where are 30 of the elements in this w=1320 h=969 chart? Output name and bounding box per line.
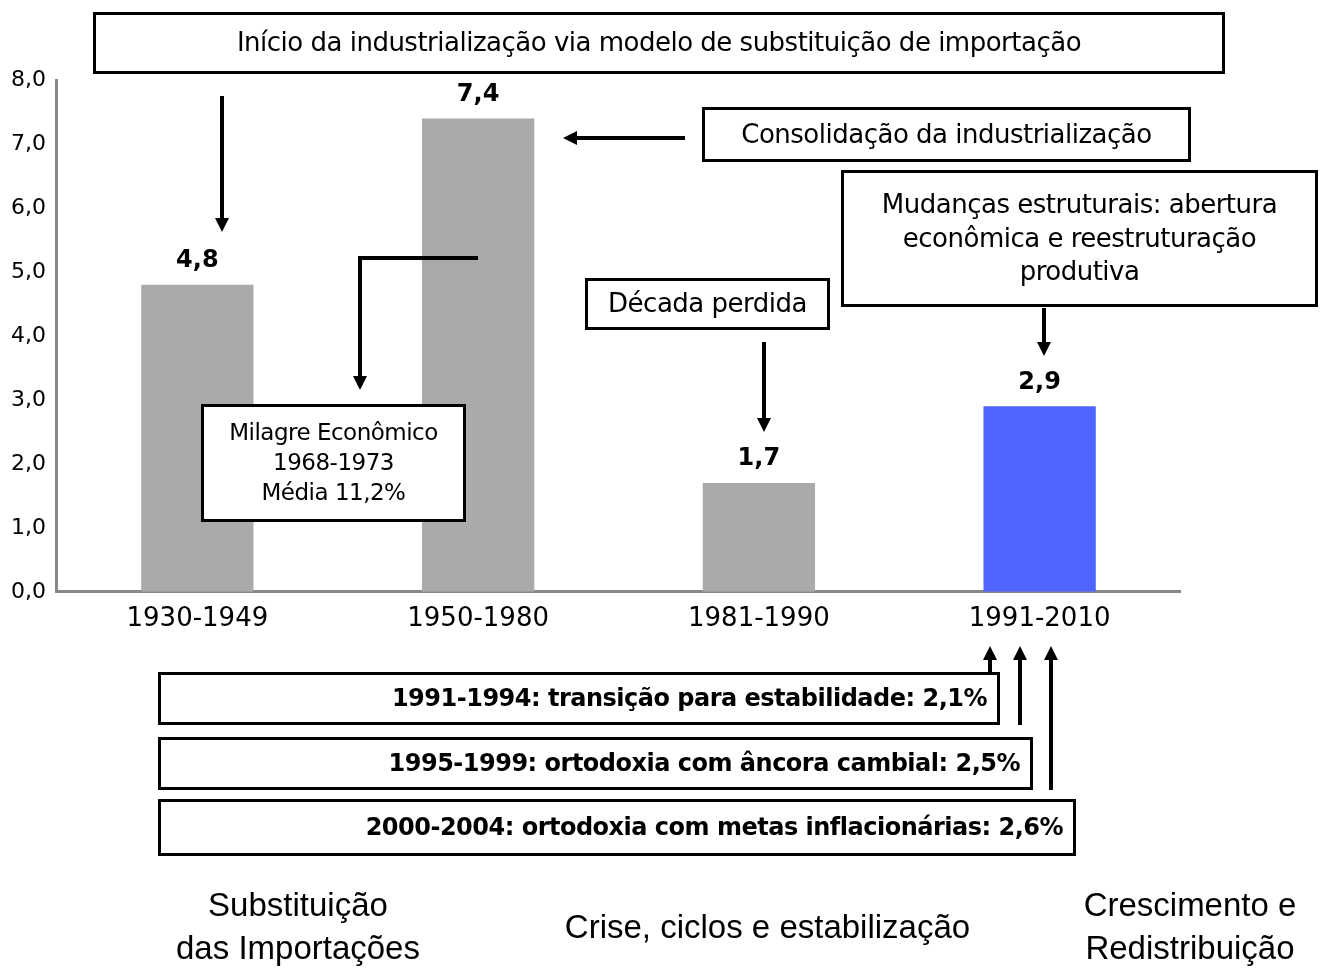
text: Crise, ciclos e estabilização: [564, 907, 971, 948]
y-tick-label: 0,0: [10, 577, 46, 603]
x-tick-label: 1930-1949: [126, 602, 269, 633]
y-tick-label: 5,0: [10, 257, 46, 283]
annotation: Milagre Econômico 1968-1973 Média 11,2%: [229, 418, 438, 507]
y-tick-label: 7,0: [10, 129, 46, 155]
text: 1991-1994: transição para estabilidade: 2,1%: [391, 682, 987, 714]
annotation: Década perdida: [608, 287, 807, 321]
text: 1995-1999: ortodoxia com âncora cambial: 2,5%: [388, 747, 1020, 779]
y-tick-label: 4,0: [10, 321, 46, 347]
bar: [983, 406, 1096, 592]
text: Crescimento e Redistribuição: [1083, 884, 1297, 968]
y-tick-label: 3,0: [10, 385, 46, 411]
text: Substituição das Importações: [176, 884, 420, 968]
data-label: 2,9: [1018, 366, 1061, 395]
x-tick-label: 1991-2010: [968, 602, 1111, 633]
y-tick-label: 6,0: [10, 193, 46, 219]
text: 2000-2004: ortodoxia com metas inflacionárias: 2,6%: [365, 811, 1063, 843]
annotation: Mudanças estruturais: abertura econômica e reestruturação produtiva: [880, 187, 1279, 289]
y-tick-label: 8,0: [10, 65, 46, 91]
annotation: Consolidação da industrialização: [741, 117, 1152, 151]
data-label: 7,4: [456, 78, 500, 107]
y-tick-label: 1,0: [10, 513, 46, 539]
x-tick-label: 1981-1990: [688, 602, 830, 633]
data-label: 4,8: [176, 244, 219, 273]
bar: [702, 483, 816, 592]
x-tick-label: 1950-1980: [407, 602, 549, 633]
data-label: 1,7: [737, 443, 781, 472]
text: Início da industrialização via modelo de substituição de importação: [236, 26, 1082, 60]
y-tick-label: 2,0: [10, 449, 46, 475]
